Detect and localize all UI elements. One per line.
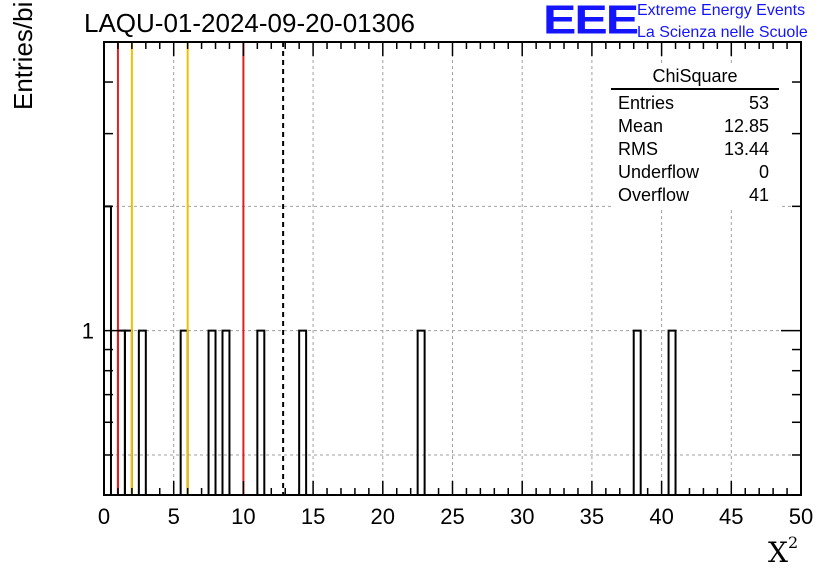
x-tick-label: 15 (301, 504, 325, 529)
x-tick-label: 50 (789, 504, 813, 529)
histogram-bin (667, 329, 677, 495)
stats-row-mean: Mean 12.85 (611, 115, 779, 138)
x-tick-label: 40 (649, 504, 673, 529)
stats-row-overflow: Overflow 41 (611, 184, 779, 207)
x-axis-label-sup: 2 (787, 532, 799, 552)
stats-value: 13.44 (723, 139, 769, 159)
x-tick-label: 25 (440, 504, 464, 529)
stats-label: Overflow (618, 185, 690, 205)
stats-label: Mean (618, 116, 664, 136)
logo-line-1: Extreme Energy Events (637, 2, 806, 19)
stats-row-entries: Entries 53 (611, 92, 779, 115)
histogram-bin (207, 329, 217, 495)
x-tick-label: 5 (168, 504, 180, 529)
stats-label: RMS (618, 139, 658, 159)
histogram-bin (221, 329, 231, 495)
stats-row-underflow: Underflow 0 (611, 161, 779, 184)
x-tick-label: 20 (371, 504, 395, 529)
x-axis-label: X2 (768, 532, 799, 569)
stats-rows: Entries 53 Mean 12.85 RMS 13.44 Underflow 0 Over… (611, 92, 779, 207)
stats-value: 12.85 (723, 116, 769, 136)
histogram-bin (632, 329, 642, 495)
stats-title: ChiSquare (611, 66, 779, 90)
histogram-bin (116, 329, 126, 495)
histogram-bin (103, 205, 112, 495)
histogram-bin (298, 329, 308, 495)
stats-box: ChiSquare Entries 53 Mean 12.85 RMS 13.44 Unde… (611, 66, 779, 207)
histogram-bin (416, 329, 426, 495)
x-tick-label: 30 (510, 504, 534, 529)
x-tick-label: 10 (231, 504, 255, 529)
stats-row-rms: RMS 13.44 (611, 138, 779, 161)
histogram-bin (179, 329, 189, 495)
stats-value: 0 (758, 162, 769, 182)
stats-value: 41 (748, 185, 769, 205)
x-tick-label: 0 (98, 504, 110, 529)
stats-value: 53 (748, 93, 769, 113)
logo-line-2: La Scienza nelle Scuole (637, 24, 808, 41)
histogram-bin (137, 329, 147, 495)
chart-title: LAQU-01-2024-09-20-01306 (84, 8, 415, 38)
x-tick-label: 45 (719, 504, 743, 529)
eee-logo: EEE (543, 0, 639, 43)
stats-label: Underflow (618, 162, 700, 182)
x-axis-label-base: X (768, 536, 788, 569)
histogram-bin (256, 329, 266, 495)
stats-label: Entries (618, 93, 675, 113)
histogram-bin (123, 329, 133, 495)
x-tick-label: 35 (580, 504, 604, 529)
y-tick-label: 1 (82, 319, 94, 344)
